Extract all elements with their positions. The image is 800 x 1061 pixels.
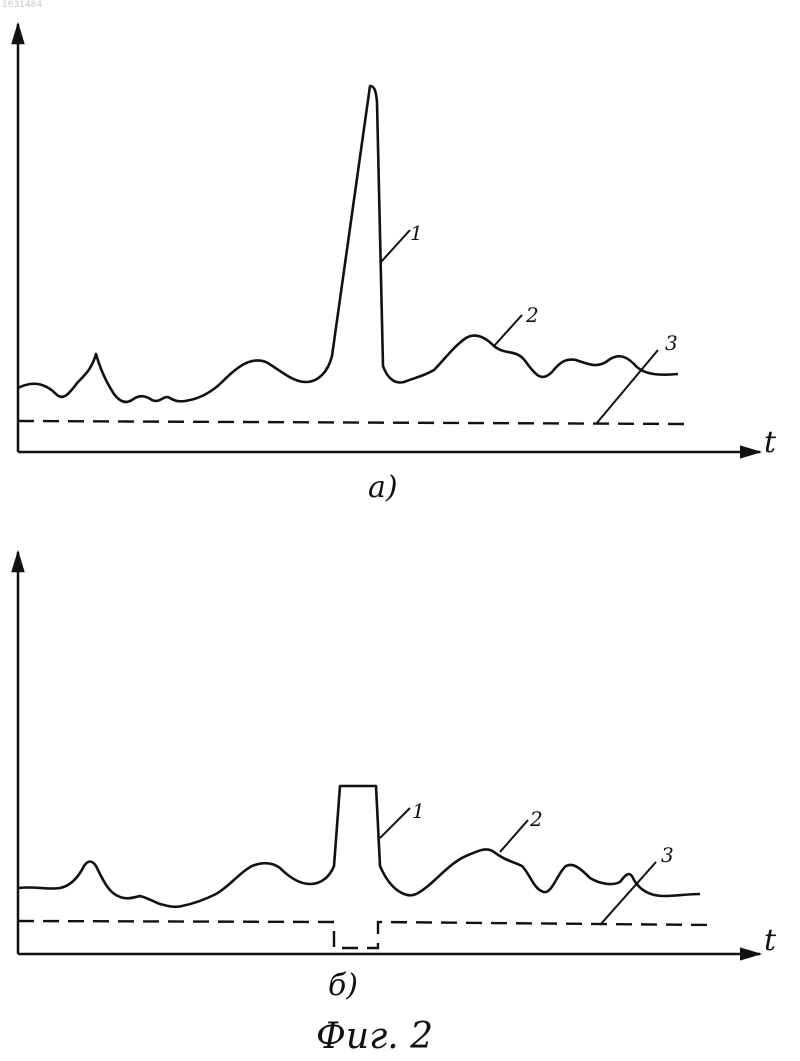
panel-a-label-3: 3 bbox=[665, 331, 678, 355]
panel-b-label-2: 2 bbox=[529, 807, 543, 831]
panel-b-x-label: t bbox=[764, 923, 777, 958]
panel-a-curve-3 bbox=[18, 421, 686, 424]
panel-b-leader-1 bbox=[380, 808, 410, 838]
panel-a-x-label: t bbox=[764, 425, 777, 460]
panel-a-caption: а) bbox=[368, 470, 398, 505]
figure-caption: Фиг. 2 bbox=[316, 1016, 433, 1057]
panel-b-caption: б) bbox=[328, 968, 358, 1003]
panel-b-curve-2 bbox=[18, 786, 700, 907]
panel-b-label-1: 1 bbox=[412, 799, 425, 823]
panel-b-curve-3 bbox=[18, 921, 710, 948]
panel-a-label-1: 1 bbox=[410, 221, 423, 245]
panel-b-label-3: 3 bbox=[661, 843, 674, 867]
panel-b: 1 2 3 t б) bbox=[18, 552, 777, 1003]
panel-a-label-2: 2 bbox=[525, 303, 539, 327]
panel-a-curve-2 bbox=[18, 86, 678, 402]
panel-a-leader-2 bbox=[494, 315, 522, 346]
panel-b-leader-2 bbox=[500, 820, 528, 852]
panel-a: 1 2 3 t а) bbox=[18, 24, 777, 505]
panel-a-leader-1 bbox=[381, 230, 410, 262]
